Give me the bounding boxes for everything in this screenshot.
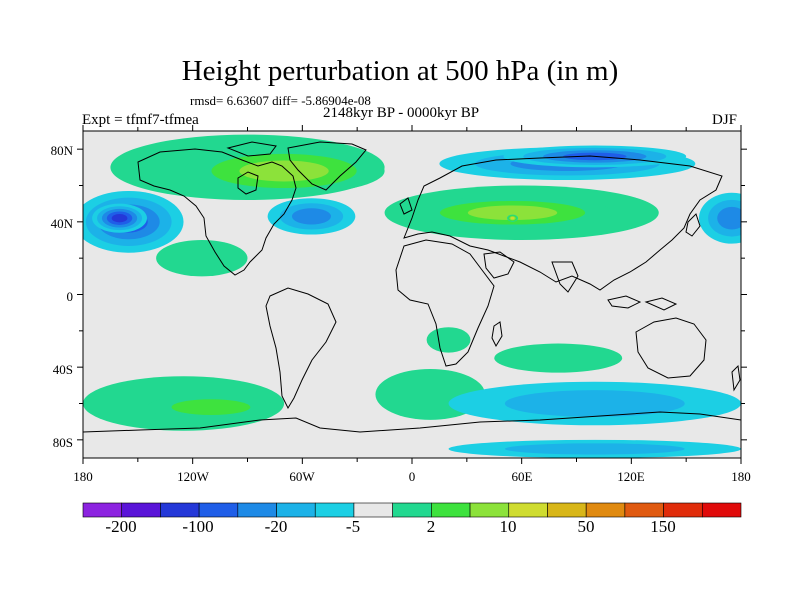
period-label: 2148kyr BP - 0000kyr BP bbox=[323, 105, 480, 121]
contour-north-pacific-low-core bbox=[111, 214, 128, 223]
colorbar-labels: -200 -100 -20 -5 2 10 50 150 bbox=[105, 517, 675, 536]
colorbar-box bbox=[353, 502, 393, 518]
coast-madagascar bbox=[491, 321, 503, 348]
colorbar-box bbox=[701, 502, 742, 518]
colorbar-label-m100: -100 bbox=[182, 517, 213, 536]
colorbar-box bbox=[82, 502, 123, 518]
coast-australia bbox=[635, 317, 707, 379]
colorbar bbox=[82, 502, 742, 518]
colorbar-box bbox=[121, 502, 161, 518]
rmsd-label: rmsd= 6.63607 diff= -5.86904e-08 bbox=[190, 93, 371, 108]
colorbar-box bbox=[624, 502, 664, 518]
contour-tropical-pacific-high bbox=[156, 239, 248, 277]
y-axis bbox=[77, 148, 747, 441]
x-tick-label-60w: 60W bbox=[289, 469, 315, 484]
contour-eurasia-high-core bbox=[467, 205, 558, 221]
y-tick-label-40s: 40S bbox=[53, 362, 73, 377]
colorbar-box bbox=[431, 502, 471, 518]
y-tick-labels: 80N 40N 0 40S 80S bbox=[51, 143, 74, 450]
colorbar-box bbox=[547, 502, 587, 518]
contour-west-pacific-low bbox=[717, 206, 741, 230]
experiment-label: Expt = tfmf7-tfmea bbox=[82, 112, 199, 128]
contour-north-atlantic-low bbox=[291, 208, 331, 225]
coast-greenland bbox=[287, 141, 367, 191]
colorbar-label-m5: -5 bbox=[346, 517, 360, 536]
coast-hudson-bay bbox=[237, 171, 259, 195]
colorbar-label-m20: -20 bbox=[265, 517, 288, 536]
contour-eurasia-max bbox=[510, 216, 515, 220]
colorbar-box bbox=[392, 502, 432, 518]
colorbar-label-m200: -200 bbox=[105, 517, 136, 536]
season-label: DJF bbox=[712, 112, 738, 128]
colorbar-label-150: 150 bbox=[650, 517, 676, 536]
coast-indonesia bbox=[607, 295, 678, 311]
contour-greenland-high bbox=[239, 160, 329, 182]
colorbar-box bbox=[469, 502, 510, 518]
colorbar-box bbox=[198, 502, 239, 518]
contour-fills bbox=[83, 134, 741, 458]
x-tick-label-120w: 120W bbox=[177, 469, 210, 484]
coast-north-america bbox=[137, 148, 297, 276]
y-tick-label-0: 0 bbox=[67, 289, 74, 304]
colorbar-box bbox=[585, 502, 626, 518]
x-tick-labels: 180 120W 60W 0 60E 120E 180 bbox=[73, 469, 751, 484]
colorbar-label-2: 2 bbox=[427, 517, 436, 536]
coast-arabia bbox=[483, 251, 515, 279]
coast-new-zealand bbox=[731, 364, 741, 392]
colorbar-box bbox=[508, 502, 548, 518]
coast-india bbox=[551, 261, 579, 293]
contour-africa-high bbox=[426, 327, 471, 353]
coast-japan bbox=[685, 213, 701, 237]
colorbar-box bbox=[663, 502, 703, 518]
x-tick-label-60e: 60E bbox=[512, 469, 533, 484]
coast-south-america bbox=[265, 287, 337, 410]
contour-southern-ocean-high-core bbox=[171, 399, 251, 415]
y-tick-label-80n: 80N bbox=[51, 143, 74, 158]
colorbar-box bbox=[276, 502, 316, 518]
coast-arctic-islands bbox=[226, 141, 277, 157]
colorbar-box bbox=[314, 502, 355, 518]
coastlines bbox=[83, 141, 741, 433]
figure-title: Height perturbation at 500 hPa (in m) bbox=[181, 55, 619, 87]
contour-south-indian-low bbox=[504, 390, 685, 417]
x-axis bbox=[82, 125, 742, 464]
coast-british-isles bbox=[399, 197, 413, 215]
coast-antarctica bbox=[83, 411, 741, 433]
x-tick-label-180w: 180 bbox=[73, 469, 93, 484]
colorbar-box bbox=[160, 502, 200, 518]
contour-antarctic-low bbox=[504, 443, 685, 455]
coast-africa bbox=[395, 239, 495, 367]
contour-indian-ocean-high bbox=[494, 343, 623, 373]
y-tick-label-40n: 40N bbox=[51, 216, 74, 231]
x-tick-label-120e: 120E bbox=[617, 469, 645, 484]
y-tick-label-80s: 80S bbox=[53, 435, 73, 450]
colorbar-label-50: 50 bbox=[578, 517, 595, 536]
colorbar-label-10: 10 bbox=[500, 517, 517, 536]
x-tick-label-0: 0 bbox=[409, 469, 416, 484]
colorbar-box bbox=[237, 502, 277, 518]
x-tick-label-180e: 180 bbox=[731, 469, 751, 484]
